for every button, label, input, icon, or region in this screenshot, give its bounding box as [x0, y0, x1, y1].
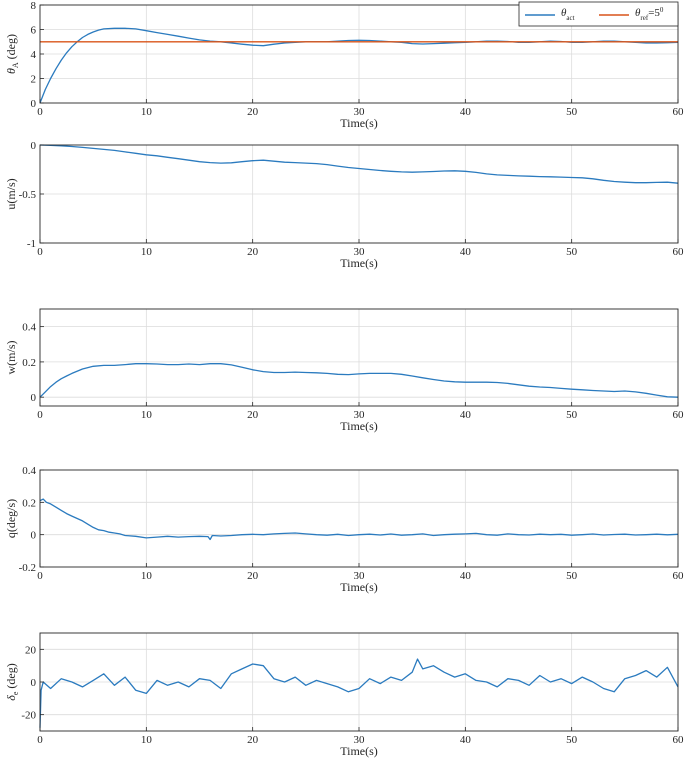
x-tick-label: 0 — [37, 734, 43, 746]
y-tick-label: 0 — [31, 530, 37, 542]
legend-label: θref=50 — [635, 6, 664, 22]
y-tick-label: 4 — [31, 49, 37, 61]
y-tick-label: 6 — [31, 25, 37, 37]
x-tick-label: 50 — [566, 734, 578, 746]
x-tick-label: 60 — [673, 570, 685, 582]
x-tick-label: 10 — [141, 106, 153, 118]
x-tick-label: 60 — [673, 246, 685, 258]
x-tick-label: 10 — [141, 409, 153, 421]
y-tick-label: -20 — [21, 710, 36, 722]
x-tick-label: 40 — [460, 106, 472, 118]
x-tick-label: 30 — [354, 409, 366, 421]
x-tick-label: 0 — [37, 570, 43, 582]
series-line — [39, 363, 679, 398]
y-tick-label: 8 — [31, 0, 37, 12]
y-axis-label: q(deg/s) — [4, 499, 18, 538]
x-tick-label: 60 — [673, 734, 685, 746]
x-tick-label: 40 — [460, 734, 472, 746]
legend-box — [518, 1, 679, 27]
x-tick-label: 20 — [247, 409, 259, 421]
y-tick-label: 0.2 — [22, 357, 36, 369]
legend: θact θref=50 — [518, 1, 679, 27]
x-axis-label: Time(s) — [340, 580, 378, 594]
y-tick-label: 0.4 — [22, 465, 36, 477]
x-axis-label: Time(s) — [340, 744, 378, 758]
x-axis-label: Time(s) — [340, 419, 378, 433]
x-tick-label: 50 — [566, 246, 578, 258]
series-line — [39, 498, 679, 541]
x-tick-label: 40 — [460, 570, 472, 582]
x-tick-label: 30 — [354, 734, 366, 746]
x-tick-label: 0 — [37, 246, 43, 258]
x-tick-label: 20 — [247, 106, 259, 118]
x-tick-label: 0 — [37, 106, 43, 118]
x-tick-label: 30 — [354, 246, 366, 258]
y-axis-label: u(m/s) — [4, 178, 18, 209]
x-tick-label: 10 — [141, 734, 153, 746]
series-line — [39, 144, 679, 184]
x-tick-label: 30 — [354, 570, 366, 582]
y-axis-label: w(m/s) — [4, 341, 18, 375]
y-axis-label: δe (deg) — [4, 663, 20, 700]
y-tick-label: 0 — [31, 98, 37, 110]
y-tick-label: -1 — [27, 238, 36, 250]
chart-theta: 0 10 20 30 40 50 60 0 2 4 6 8 Time(s) θA (deg) θact θre… — [4, 0, 684, 130]
x-axis-label: Time(s) — [340, 256, 378, 270]
y-tick-label: 20 — [25, 644, 37, 656]
x-tick-label: 20 — [247, 570, 259, 582]
y-tick-label: 0 — [31, 140, 37, 152]
x-tick-label: 60 — [673, 106, 685, 118]
x-axis-label: Time(s) — [340, 116, 378, 130]
x-tick-label: 40 — [460, 246, 472, 258]
y-tick-label: -0.5 — [19, 189, 37, 201]
series-line — [39, 658, 679, 728]
y-tick-label: 2 — [31, 74, 37, 86]
x-tick-label: 0 — [37, 409, 43, 421]
y-tick-label: -0.2 — [19, 562, 36, 574]
y-tick-label: 0 — [31, 392, 37, 404]
x-tick-label: 30 — [354, 106, 366, 118]
x-tick-label: 50 — [566, 409, 578, 421]
x-tick-label: 50 — [566, 106, 578, 118]
x-tick-label: 10 — [141, 246, 153, 258]
y-axis-label: θA (deg) — [4, 34, 20, 74]
chart-w: 0 10 20 30 40 50 60 0 0.2 0.4 Time(s) w(m/s) — [4, 308, 685, 433]
x-tick-label: 20 — [247, 734, 259, 746]
legend-label: θact — [561, 7, 575, 22]
y-tick-label: 0.4 — [22, 322, 36, 334]
y-tick-label: 0 — [31, 677, 37, 689]
x-tick-label: 60 — [673, 409, 685, 421]
y-tick-label: 0.2 — [22, 497, 36, 509]
x-tick-label: 20 — [247, 246, 259, 258]
x-tick-label: 10 — [141, 570, 153, 582]
x-tick-label: 40 — [460, 409, 472, 421]
x-tick-label: 50 — [566, 570, 578, 582]
chart-u: 0 10 20 30 40 50 60 -1 -0.5 0 Time(s) u(m/s) — [4, 140, 684, 270]
